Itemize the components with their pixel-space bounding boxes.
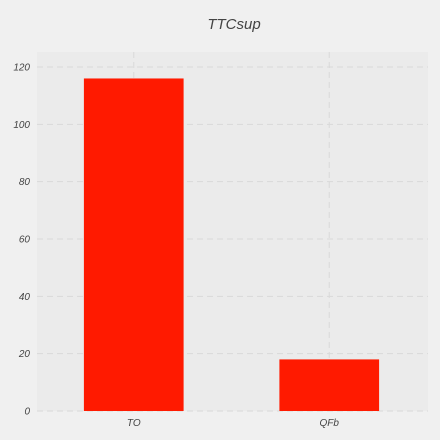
x-tick-label: TO xyxy=(127,418,141,429)
x-tick-label: QFb xyxy=(320,418,340,429)
chart-title: TTCsup xyxy=(207,16,260,33)
x-axis-tick-labels: TO QFb xyxy=(127,418,340,429)
y-tick-label: 120 xyxy=(13,63,30,74)
y-tick-label: 60 xyxy=(19,235,31,246)
bar-qfb xyxy=(279,359,380,411)
bar-to xyxy=(83,78,184,411)
y-tick-label: 80 xyxy=(19,177,31,188)
y-tick-label: 100 xyxy=(13,120,30,131)
bars xyxy=(83,78,380,411)
y-tick-label: 40 xyxy=(19,292,31,303)
y-tick-label: 20 xyxy=(18,349,31,360)
y-axis-tick-labels: 0 20 40 60 80 100 120 xyxy=(13,63,30,418)
y-tick-label: 0 xyxy=(24,407,30,418)
